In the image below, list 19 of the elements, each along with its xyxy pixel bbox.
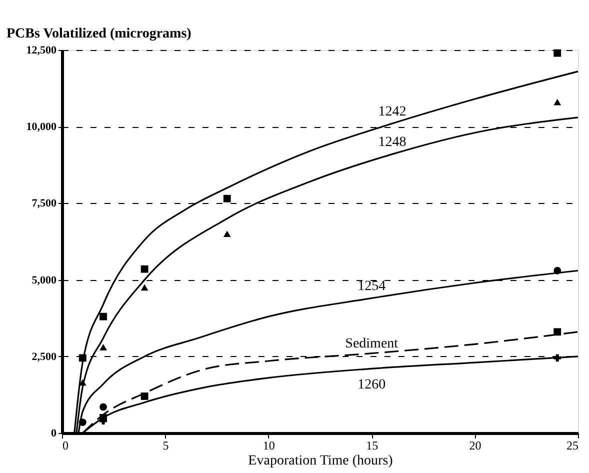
x-tick-label: 20 xyxy=(469,438,482,452)
annotation: 1248 xyxy=(378,135,406,150)
y-tick-label: 7,500 xyxy=(32,198,57,210)
annotation: 1260 xyxy=(358,378,386,393)
annotation: 1254 xyxy=(358,279,386,294)
x-tick-label: 25 xyxy=(566,438,578,452)
y-tick-label: 12,500 xyxy=(26,44,57,56)
y-tick-label: 2,500 xyxy=(32,350,57,363)
y-tick-label: 10,000 xyxy=(26,121,57,134)
y-tick-label: 5,000 xyxy=(32,274,57,286)
annotation: Sediment xyxy=(345,336,398,352)
x-tick-label: 10 xyxy=(262,438,275,452)
annotation: 1242 xyxy=(378,104,406,120)
y-axis-title: PCBs Volatilized (micrograms) xyxy=(6,26,192,42)
x-axis-title: Evaporation Time (hours) xyxy=(248,454,394,468)
x-tick-label: 0 xyxy=(62,438,68,452)
y-tick-label: 0 xyxy=(51,428,57,440)
x-tick-label: 15 xyxy=(366,438,378,452)
x-tick-label: 5 xyxy=(162,438,169,452)
